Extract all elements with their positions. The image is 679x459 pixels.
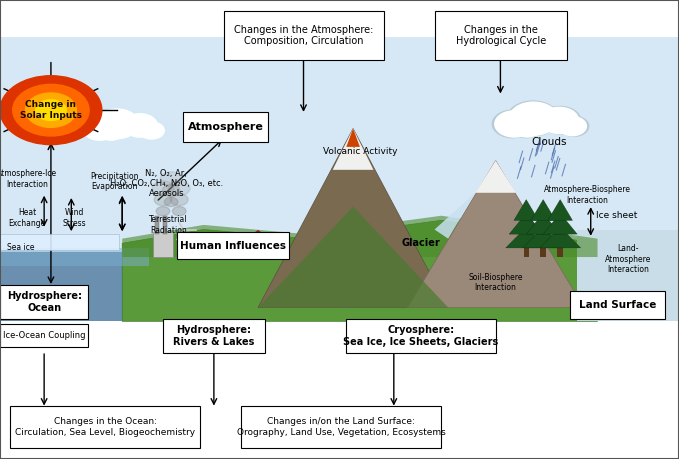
Circle shape — [152, 181, 174, 196]
FancyBboxPatch shape — [524, 248, 529, 257]
Polygon shape — [258, 207, 448, 308]
Text: Cryosphere:
Sea Ice, Ice Sheets, Glaciers: Cryosphere: Sea Ice, Ice Sheets, Glacier… — [344, 325, 498, 347]
Circle shape — [98, 123, 124, 140]
Polygon shape — [509, 213, 543, 234]
Text: Clouds: Clouds — [531, 137, 566, 147]
Circle shape — [140, 122, 166, 140]
Text: Hydrosphere:
Ocean: Hydrosphere: Ocean — [7, 291, 81, 313]
Polygon shape — [0, 252, 149, 321]
Polygon shape — [577, 230, 679, 321]
Text: Changes in the
Hydrological Cycle: Changes in the Hydrological Cycle — [456, 25, 546, 46]
Circle shape — [540, 107, 579, 134]
Polygon shape — [540, 227, 581, 248]
Circle shape — [82, 117, 117, 140]
FancyBboxPatch shape — [177, 232, 289, 259]
Circle shape — [559, 116, 589, 136]
Circle shape — [0, 76, 102, 145]
Circle shape — [156, 207, 170, 216]
Polygon shape — [122, 220, 598, 321]
Circle shape — [172, 207, 186, 216]
Text: Heat
Exchange: Heat Exchange — [9, 208, 45, 228]
Polygon shape — [0, 248, 149, 266]
FancyBboxPatch shape — [540, 248, 546, 257]
Circle shape — [513, 118, 541, 137]
FancyBboxPatch shape — [0, 324, 88, 347]
Text: Changes in/on the Land Surface:
Orography, Land Use, Vegetation, Ecosystems: Changes in/on the Land Surface: Orograph… — [237, 417, 445, 437]
Circle shape — [558, 117, 587, 136]
FancyBboxPatch shape — [0, 37, 679, 321]
Text: Atmosphere: Atmosphere — [188, 123, 263, 132]
Circle shape — [139, 122, 164, 139]
Text: Sea ice: Sea ice — [7, 243, 34, 252]
Circle shape — [122, 113, 159, 138]
Polygon shape — [475, 161, 516, 193]
Text: Terrestrial
Radiation: Terrestrial Radiation — [149, 215, 187, 235]
Circle shape — [160, 172, 182, 186]
Circle shape — [168, 181, 190, 196]
FancyBboxPatch shape — [557, 248, 563, 257]
Circle shape — [123, 114, 158, 137]
Text: Changes in the Ocean:
Circulation, Sea Level, Biogeochemistry: Changes in the Ocean: Circulation, Sea L… — [15, 417, 196, 437]
Polygon shape — [407, 161, 584, 308]
FancyBboxPatch shape — [153, 232, 173, 257]
Text: Ice sheet: Ice sheet — [596, 211, 637, 220]
Circle shape — [509, 102, 558, 135]
FancyBboxPatch shape — [346, 319, 496, 353]
Polygon shape — [202, 233, 225, 243]
Polygon shape — [526, 213, 560, 234]
Polygon shape — [122, 216, 598, 257]
Text: Land-
Atmosphere
Interaction: Land- Atmosphere Interaction — [605, 245, 651, 274]
FancyBboxPatch shape — [244, 241, 272, 257]
Text: Glacier: Glacier — [401, 238, 441, 248]
FancyBboxPatch shape — [0, 285, 88, 319]
Circle shape — [511, 118, 541, 138]
Polygon shape — [523, 227, 564, 248]
Circle shape — [492, 110, 533, 138]
Polygon shape — [333, 129, 373, 170]
Polygon shape — [258, 129, 448, 308]
FancyBboxPatch shape — [163, 216, 167, 234]
Circle shape — [26, 93, 76, 127]
Text: Atmosphere-Biosphere
Interaction: Atmosphere-Biosphere Interaction — [544, 185, 631, 205]
FancyBboxPatch shape — [163, 319, 265, 353]
FancyBboxPatch shape — [10, 406, 200, 448]
FancyBboxPatch shape — [0, 234, 119, 250]
Text: Hydrosphere:
Rivers & Lakes: Hydrosphere: Rivers & Lakes — [173, 325, 255, 347]
Text: N₂, O₂, Ar,
H₂O, CO₂,CH₄, N₂O, O₃, etc.
Aerosols: N₂, O₂, Ar, H₂O, CO₂,CH₄, N₂O, O₃, etc. … — [110, 169, 223, 198]
Circle shape — [495, 111, 534, 137]
Polygon shape — [531, 200, 555, 220]
FancyBboxPatch shape — [183, 112, 268, 142]
Polygon shape — [548, 200, 572, 220]
Polygon shape — [435, 193, 475, 239]
Polygon shape — [543, 213, 577, 234]
FancyBboxPatch shape — [241, 406, 441, 448]
Polygon shape — [243, 230, 273, 241]
Circle shape — [154, 194, 172, 206]
Circle shape — [80, 116, 117, 141]
Polygon shape — [514, 200, 538, 220]
Circle shape — [170, 194, 188, 206]
Circle shape — [35, 100, 67, 120]
Circle shape — [97, 123, 124, 141]
Circle shape — [13, 84, 89, 136]
FancyBboxPatch shape — [570, 291, 665, 319]
Polygon shape — [346, 129, 360, 147]
Text: Wind
Stress: Wind Stress — [63, 208, 86, 228]
Text: Atmosphere-Ice
Interaction: Atmosphere-Ice Interaction — [0, 169, 57, 189]
Text: Change in
Solar Inputs: Change in Solar Inputs — [20, 101, 82, 120]
Circle shape — [164, 197, 178, 207]
Circle shape — [93, 108, 140, 139]
FancyBboxPatch shape — [155, 216, 159, 234]
Circle shape — [540, 106, 581, 134]
FancyBboxPatch shape — [435, 11, 567, 60]
Circle shape — [162, 185, 180, 196]
Circle shape — [507, 101, 559, 136]
Text: Ice-Ocean Coupling: Ice-Ocean Coupling — [3, 330, 86, 340]
Circle shape — [95, 109, 139, 139]
Text: Precipitation
Evaporation: Precipitation Evaporation — [90, 172, 139, 191]
Text: Soil-Biosphere
Interaction: Soil-Biosphere Interaction — [469, 273, 523, 292]
FancyBboxPatch shape — [204, 243, 224, 257]
Text: Human Influences: Human Influences — [179, 241, 286, 251]
Text: Land Surface: Land Surface — [579, 300, 657, 310]
